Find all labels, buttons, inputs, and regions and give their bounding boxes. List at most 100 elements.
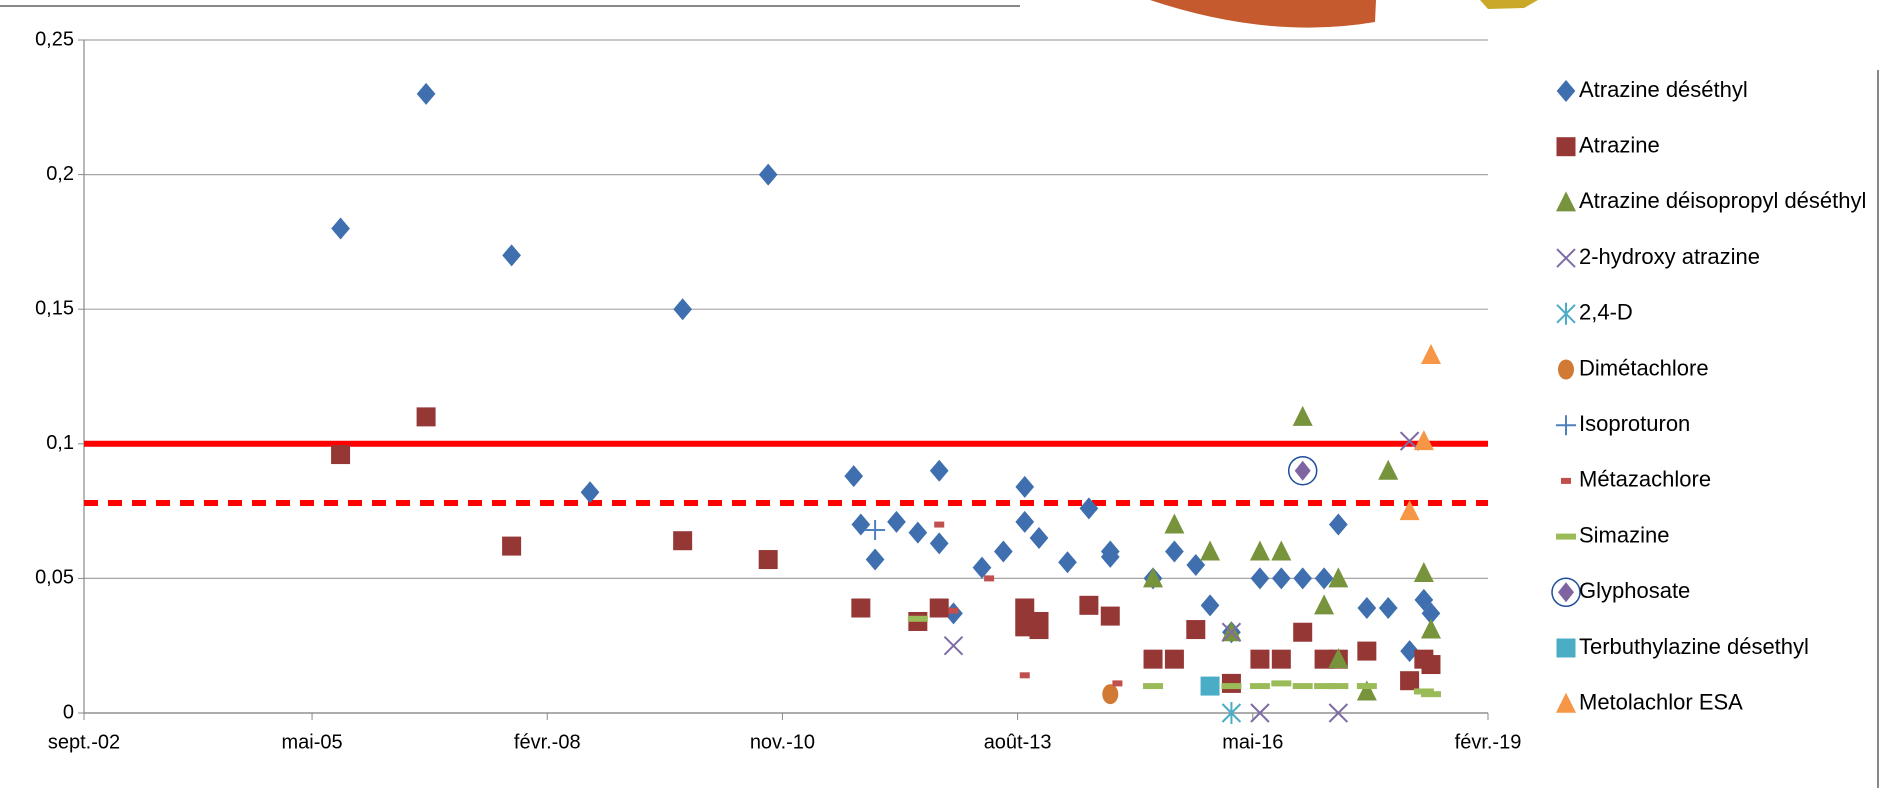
marker-dash (948, 608, 958, 614)
marker-square (1272, 650, 1291, 669)
marker-diamond (1379, 597, 1398, 619)
marker-square (1101, 607, 1120, 626)
x-tick-label: sept.-02 (48, 731, 120, 753)
legend-label: Glyphosate (1579, 578, 1690, 603)
marker-dash (1250, 683, 1270, 689)
legend-label: 2,4-D (1579, 300, 1633, 325)
x-tick-label: nov.-10 (750, 731, 815, 753)
marker-circled-diamond (1289, 457, 1317, 485)
marker-circle (1558, 360, 1574, 380)
marker-x (1557, 249, 1575, 267)
marker-triangle (1250, 540, 1270, 560)
y-tick-label: 0,2 (46, 163, 74, 185)
marker-triangle (1200, 540, 1220, 560)
marker-dash (984, 575, 994, 581)
marker-triangle (1164, 514, 1184, 534)
marker-square (1165, 650, 1184, 669)
marker-dash (908, 616, 928, 622)
marker-diamond (1272, 567, 1291, 589)
marker-diamond (331, 217, 350, 239)
y-tick-label: 0,25 (35, 28, 74, 50)
marker-dash (1328, 683, 1348, 689)
marker-circle (1102, 684, 1118, 704)
marker-dash (1561, 478, 1571, 484)
legend-label: Métazachlore (1579, 467, 1711, 492)
marker-dash (1357, 683, 1377, 689)
marker-diamond (930, 532, 949, 554)
marker-asterisk (1557, 303, 1575, 325)
marker-diamond (1015, 476, 1034, 498)
marker-dash (1221, 683, 1241, 689)
y-tick-label: 0 (63, 701, 74, 723)
marker-square (1400, 671, 1419, 690)
marker-square (331, 445, 350, 464)
marker-triangle (1556, 191, 1576, 211)
marker-square (1557, 639, 1576, 658)
marker-diamond (759, 164, 778, 186)
marker-triangle (1271, 540, 1291, 560)
marker-dash (1556, 534, 1576, 540)
marker-diamond (1015, 511, 1034, 533)
marker-diamond (908, 522, 927, 544)
marker-diamond (1329, 514, 1348, 536)
marker-square (673, 531, 692, 550)
marker-dash (1143, 683, 1163, 689)
marker-diamond (673, 298, 692, 320)
marker-dash (1421, 691, 1441, 697)
legend-label: Simazine (1579, 522, 1669, 547)
marker-diamond (930, 460, 949, 482)
marker-square (1201, 677, 1220, 696)
marker-diamond (1165, 540, 1184, 562)
page: 0 0,05 0,1 0,15 0,2 0,25 sept.-02 mai-05 févr.-0… (0, 0, 1881, 788)
x-tick-label: févr.-19 (1455, 731, 1522, 753)
legend-label: Metolachlor ESA (1579, 690, 1743, 715)
legend-label: 2-hydroxy atrazine (1579, 244, 1760, 269)
marker-square (1079, 596, 1098, 615)
marker-square (851, 599, 870, 618)
marker-diamond (1201, 594, 1220, 616)
y-tick-label: 0,05 (35, 567, 74, 589)
x-tick-label: févr.-08 (514, 731, 581, 753)
x-tick-label: août-13 (984, 731, 1052, 753)
marker-x (944, 637, 962, 655)
marker-dash (1020, 672, 1030, 678)
marker-square (502, 537, 521, 556)
legend-label: Atrazine déisopropyl déséthyl (1579, 188, 1866, 213)
legend-label: Atrazine déséthyl (1579, 77, 1748, 102)
legend-label: Terbuthylazine désethyl (1579, 634, 1809, 659)
marker-diamond (887, 511, 906, 533)
marker-plus (1556, 415, 1576, 435)
marker-diamond (1357, 597, 1376, 619)
marker-triangle (1556, 693, 1576, 713)
marker-square (1557, 137, 1576, 156)
x-tick-label: mai-05 (281, 731, 342, 753)
legend-label: Dimétachlore (1579, 355, 1709, 380)
marker-diamond (866, 549, 885, 571)
y-tick-label: 0,1 (46, 432, 74, 454)
marker-diamond (844, 465, 863, 487)
marker-diamond (851, 514, 870, 536)
chart: 0 0,05 0,1 0,15 0,2 0,25 sept.-02 mai-05 févr.-0… (0, 0, 1881, 788)
marker-triangle (1414, 562, 1434, 582)
marker-diamond (417, 83, 436, 105)
marker-square (1186, 620, 1205, 639)
marker-diamond (973, 557, 992, 579)
marker-circled-diamond (1552, 578, 1580, 606)
marker-diamond (581, 481, 600, 503)
marker-diamond (1251, 567, 1270, 589)
pie-fragment (1480, 0, 1538, 9)
marker-square (1030, 612, 1049, 631)
y-tick-label: 0,15 (35, 297, 74, 319)
marker-diamond (1293, 567, 1312, 589)
marker-diamond (1030, 527, 1049, 549)
marker-square (930, 599, 949, 618)
legend-label: Isoproturon (1579, 411, 1690, 436)
marker-diamond (1557, 80, 1576, 102)
marker-dash (1112, 680, 1122, 686)
marker-diamond (1058, 551, 1077, 573)
legend-label: Atrazine (1579, 133, 1660, 158)
marker-dash (1293, 683, 1313, 689)
marker-square (1421, 655, 1440, 674)
marker-diamond (1558, 582, 1574, 602)
marker-triangle (1378, 460, 1398, 480)
